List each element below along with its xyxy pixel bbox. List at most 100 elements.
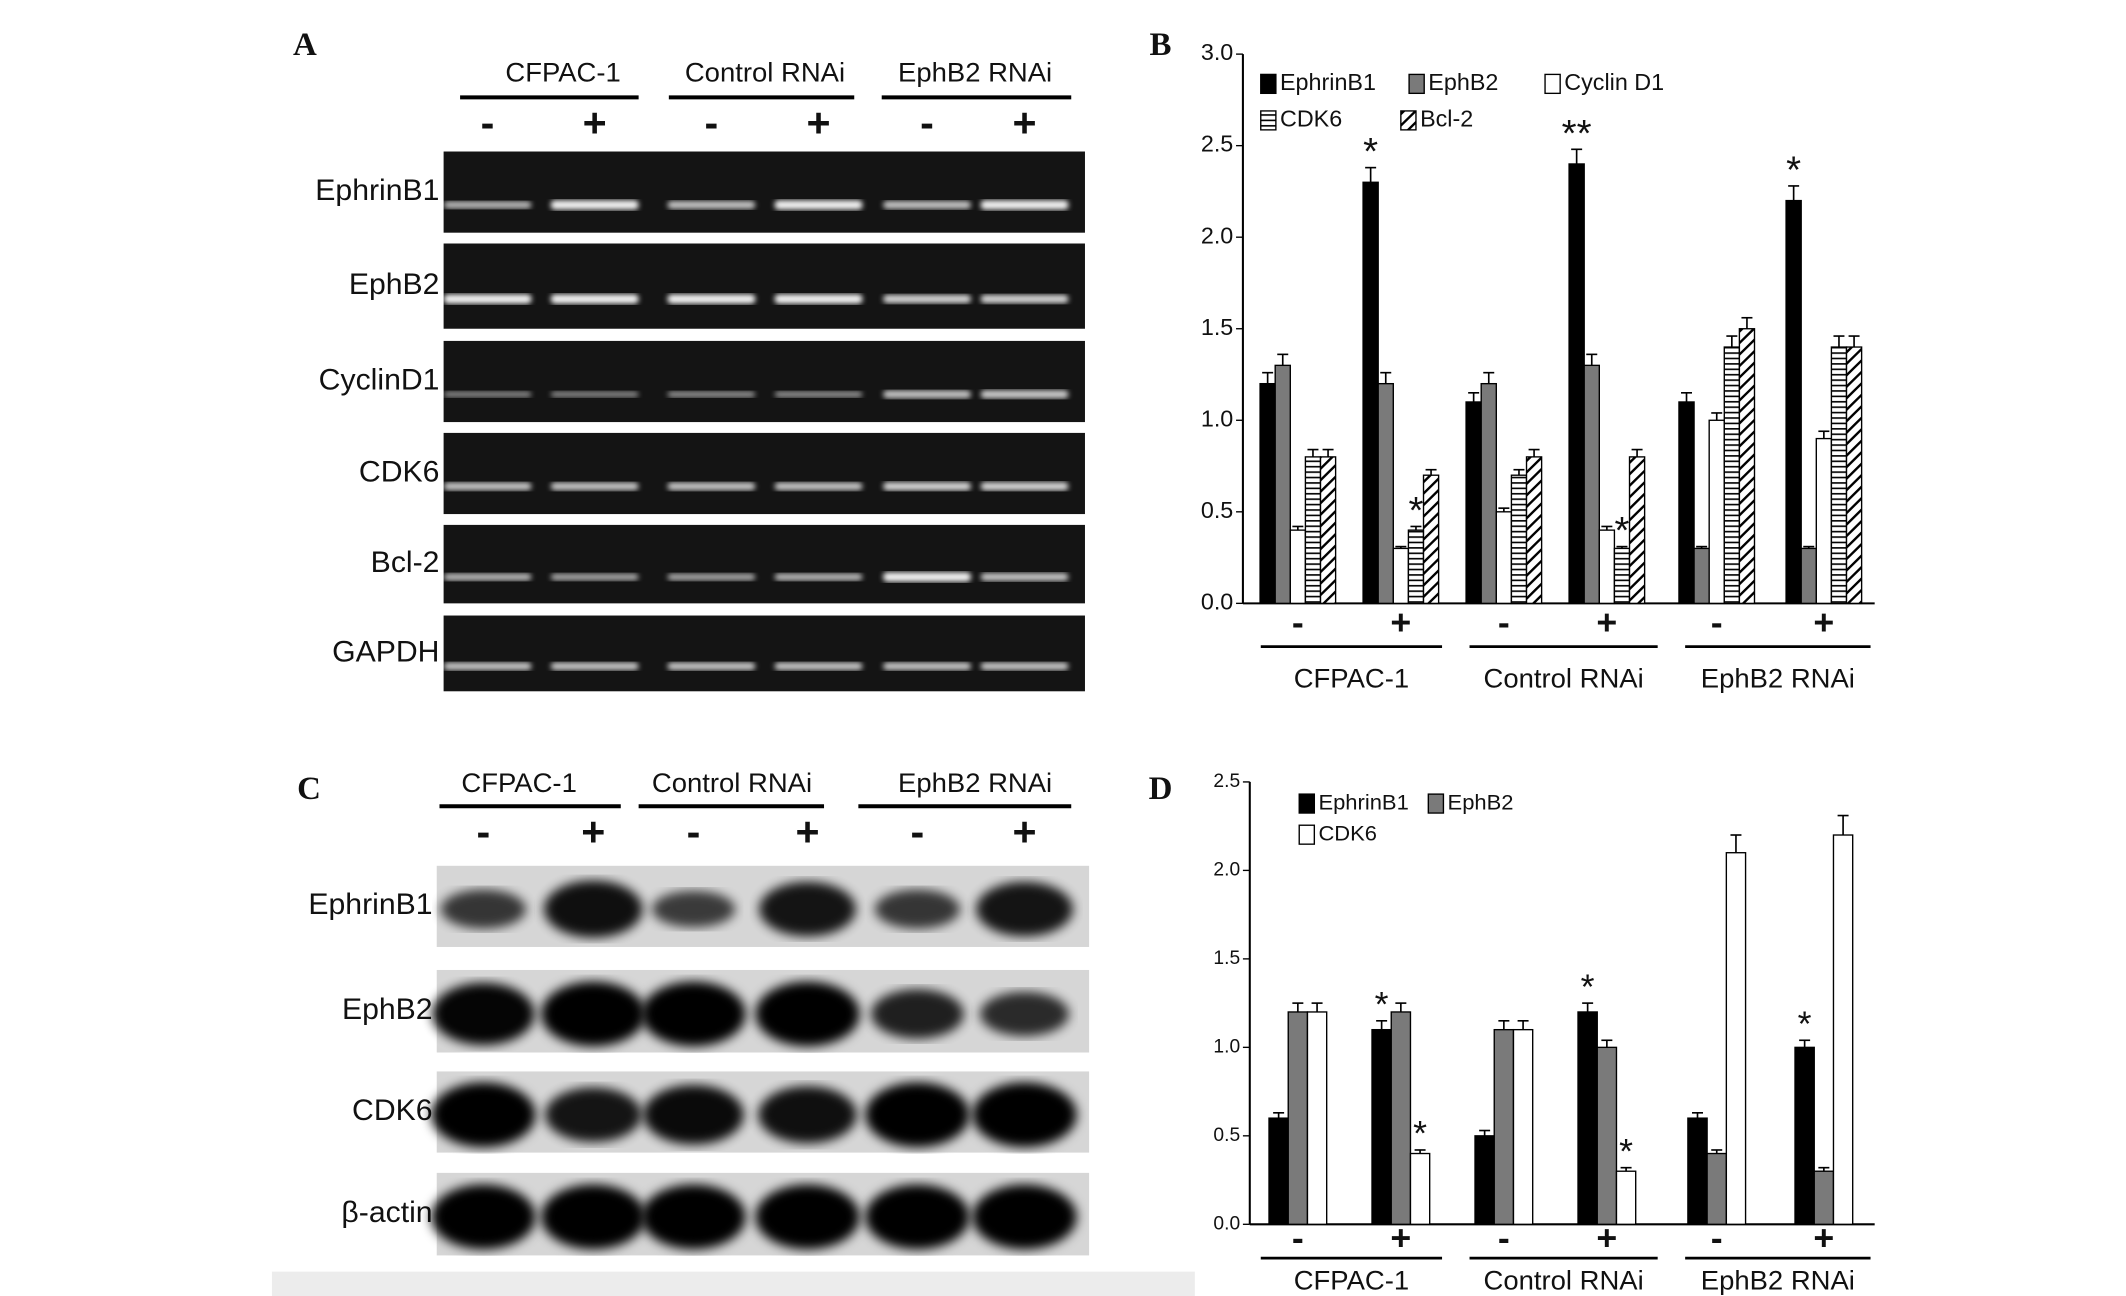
gel-band <box>774 573 863 581</box>
x-tick-label: - <box>1498 1218 1510 1258</box>
error-bar <box>1681 392 1693 402</box>
error-bar <box>1616 545 1628 549</box>
lane-sign: + <box>583 100 607 146</box>
x-tick-label: - <box>1711 603 1723 643</box>
legend-swatch <box>1400 110 1417 131</box>
blot-band <box>871 989 964 1039</box>
bar <box>1474 1135 1495 1225</box>
group-label: EphB2 RNAi <box>898 767 1052 798</box>
bar <box>1525 456 1543 605</box>
error-bar <box>1818 1166 1830 1172</box>
gel-band <box>980 390 1069 399</box>
group-label: Control RNAi <box>1483 663 1643 694</box>
significance-mark: * <box>1798 1004 1812 1044</box>
blot-band <box>643 1084 744 1145</box>
gel-band <box>980 573 1069 581</box>
row-label: GAPDH <box>332 635 439 668</box>
row-label: CyclinD1 <box>319 364 440 397</box>
error-bar <box>1311 1002 1323 1012</box>
bar <box>1289 529 1307 605</box>
bar <box>1613 547 1631 605</box>
legend-swatch <box>1408 73 1425 95</box>
significance-mark: ** <box>1562 112 1592 155</box>
error-bar <box>1322 448 1334 457</box>
lane-sign: - <box>705 100 719 146</box>
gel-band <box>550 482 639 491</box>
error-bar <box>1517 1019 1529 1030</box>
significance-mark: * <box>1375 985 1389 1025</box>
error-bar <box>1799 1039 1811 1048</box>
legend-swatch <box>1260 110 1277 131</box>
bar <box>1495 511 1513 605</box>
group-label: CFPAC-1 <box>1294 1265 1409 1296</box>
group-label: EphB2 RNAi <box>898 57 1052 88</box>
error-bar <box>1498 507 1510 512</box>
error-bar <box>1365 166 1377 183</box>
blot-band <box>432 982 535 1046</box>
bar <box>1723 346 1741 605</box>
y-tick-label: 3.0 <box>1201 39 1233 65</box>
bar <box>1407 529 1425 605</box>
blot-band <box>865 1184 970 1250</box>
gel-band <box>883 662 971 671</box>
x-tick-label: + <box>1813 1218 1834 1258</box>
gel-band <box>550 391 639 398</box>
group-label: Control RNAi <box>1483 1265 1643 1296</box>
bar <box>1678 401 1695 605</box>
bar <box>1362 181 1379 605</box>
y-tick-label: 1.5 <box>1201 314 1233 340</box>
error-bar <box>1483 371 1495 384</box>
gel-band <box>443 391 532 398</box>
legend-label: EphB2 <box>1448 789 1514 814</box>
lane-sign: - <box>477 809 491 855</box>
group-label: EphB2 RNAi <box>1701 663 1855 694</box>
bar <box>1510 474 1528 605</box>
y-tick-label: 1.0 <box>1201 406 1233 432</box>
gel-band <box>550 573 639 581</box>
panel-letter: A <box>293 27 317 63</box>
row-label: Bcl-2 <box>371 546 440 579</box>
legend-label: Cyclin D1 <box>1564 69 1664 95</box>
bar <box>1583 364 1600 605</box>
blot-band <box>641 981 746 1047</box>
row-label: CDK6 <box>352 1094 433 1127</box>
blot-band <box>755 981 860 1047</box>
error-bar <box>1586 353 1598 366</box>
blot-band <box>651 890 736 928</box>
gel-band <box>883 294 971 304</box>
group-label: Control RNAi <box>652 767 812 798</box>
significance-mark: * <box>1408 489 1423 532</box>
gel-band <box>667 482 756 491</box>
bar <box>1319 456 1337 605</box>
legend-swatch <box>1427 793 1445 814</box>
y-tick-label: 0.5 <box>1213 1125 1240 1146</box>
error-bar <box>1711 1149 1723 1154</box>
group-label: CFPAC-1 <box>505 57 620 88</box>
bar <box>1596 1046 1618 1225</box>
gel-band <box>667 662 756 671</box>
lane-sign: + <box>807 100 831 146</box>
gel-band <box>550 200 639 210</box>
error-bar <box>1848 335 1860 348</box>
legend-swatch <box>1544 73 1561 95</box>
x-tick-label: + <box>1596 1218 1617 1258</box>
lane-sign: + <box>581 809 605 855</box>
error-bar <box>1292 525 1304 531</box>
blot-band <box>541 981 646 1047</box>
x-tick-label: - <box>1711 1218 1723 1258</box>
row-label: EphrinB1 <box>315 174 439 207</box>
gel-band <box>443 662 532 671</box>
bar <box>1785 199 1802 605</box>
error-bar <box>1788 185 1800 201</box>
blot-band <box>541 1184 646 1250</box>
error-bar <box>1410 525 1422 531</box>
bar <box>1577 1011 1598 1225</box>
bar <box>1274 364 1291 605</box>
legend-swatch <box>1298 793 1316 814</box>
legend-label: EphrinB1 <box>1280 69 1376 95</box>
panel-letter: C <box>297 771 321 807</box>
blot-band <box>543 880 643 938</box>
blot-band <box>976 881 1073 937</box>
